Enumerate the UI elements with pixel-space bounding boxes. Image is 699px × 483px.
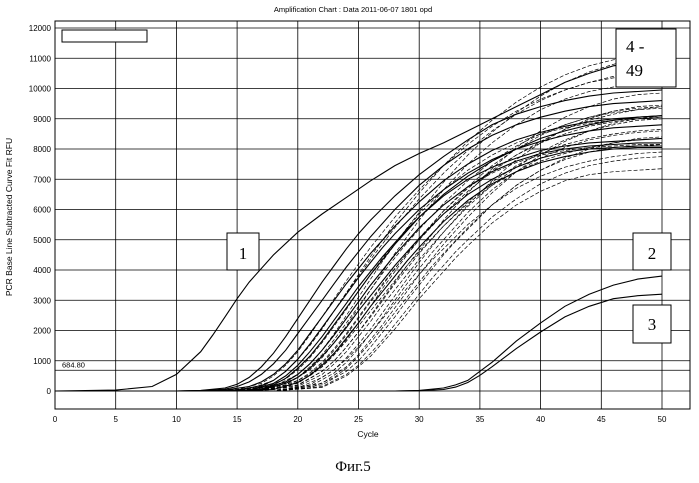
threshold-label: 684.80 <box>62 360 85 369</box>
legend-box <box>62 30 147 42</box>
y-tick-label: 0 <box>47 387 52 396</box>
x-tick-label: 25 <box>354 415 363 424</box>
x-tick-label: 20 <box>293 415 302 424</box>
x-tick-label: 40 <box>536 415 545 424</box>
y-tick-label: 9000 <box>33 115 51 124</box>
y-tick-label: 11000 <box>29 54 51 63</box>
y-tick-label: 8000 <box>33 145 51 154</box>
x-tick-label: 5 <box>113 415 118 424</box>
y-tick-label: 12000 <box>29 24 52 33</box>
annotation-2-label: 2 <box>648 244 657 263</box>
annotation-4-49-line-1: 4 - <box>626 37 645 56</box>
x-tick-label: 50 <box>658 415 667 424</box>
y-tick-label: 10000 <box>29 85 52 94</box>
annotation-1-label: 1 <box>239 244 248 263</box>
x-axis-label: Cycle <box>357 429 379 439</box>
annotation-4-49: 4 - 49 <box>616 29 676 87</box>
y-tick-label: 1000 <box>33 357 51 366</box>
annotation-4-49-line-2: 49 <box>626 61 643 80</box>
y-tick-label: 6000 <box>33 206 51 215</box>
annotation-1: 1 <box>227 233 259 270</box>
x-tick-label: 30 <box>415 415 424 424</box>
x-tick-label: 35 <box>475 415 484 424</box>
y-tick-label: 5000 <box>33 236 51 245</box>
x-tick-label: 10 <box>172 415 181 424</box>
plot-area <box>55 21 690 409</box>
x-tick-label: 15 <box>233 415 242 424</box>
y-tick-label: 3000 <box>33 296 51 305</box>
annotation-2: 2 <box>633 233 671 270</box>
y-tick-label: 7000 <box>33 175 51 184</box>
y-axis-label: PCR Base Line Subtracted Curve Fit RFU <box>4 138 14 296</box>
y-tick-label: 4000 <box>33 266 51 275</box>
x-tick-label: 45 <box>597 415 606 424</box>
figure-caption: Фиг.5 <box>335 459 371 475</box>
annotation-3-label: 3 <box>648 315 657 334</box>
annotation-3: 3 <box>633 305 671 343</box>
x-tick-label: 0 <box>53 415 58 424</box>
chart-title: Amplification Chart : Data 2011-06-07 18… <box>274 5 432 14</box>
y-tick-label: 2000 <box>33 327 51 336</box>
